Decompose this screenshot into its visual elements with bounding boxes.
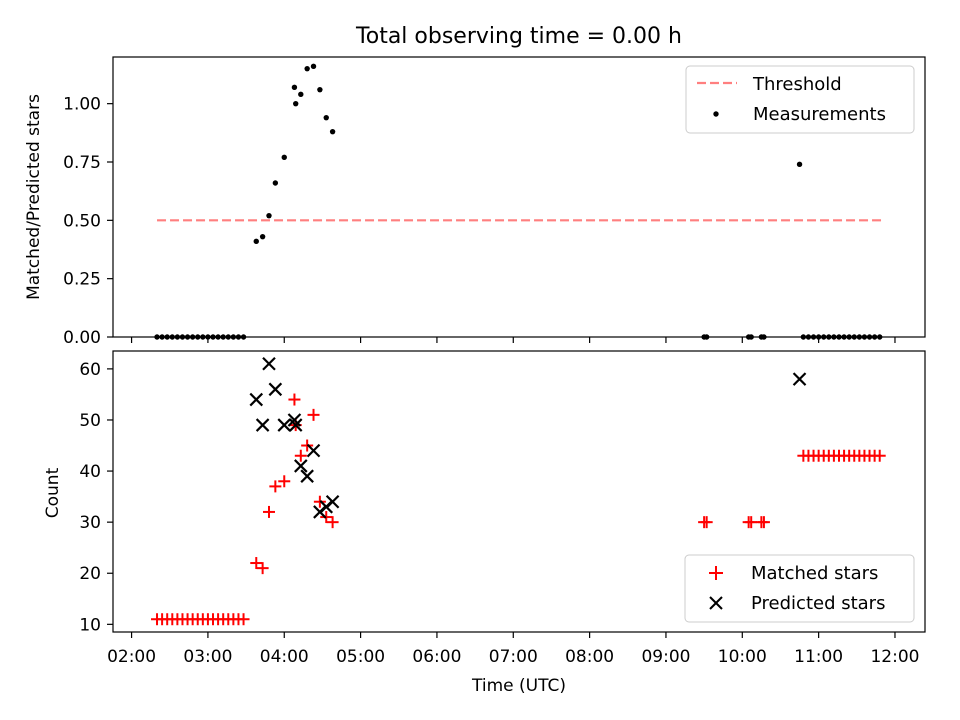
top-y-tick-label: 1.00	[63, 95, 101, 115]
measurement-point	[323, 114, 329, 121]
bottom-y-tick-label: 30	[79, 513, 101, 533]
matched-star-marker	[326, 516, 339, 529]
x-tick-label: 12:00	[870, 647, 919, 667]
predicted-star-marker	[792, 372, 807, 386]
legend-measurements-label: Measurements	[753, 104, 886, 125]
matched-star-marker	[288, 393, 301, 406]
x-tick-label: 07:00	[489, 647, 538, 667]
x-tick-label: 03:00	[183, 647, 232, 667]
predicted-star-marker	[255, 418, 270, 432]
matched-star-marker	[250, 557, 263, 570]
measurement-point	[329, 128, 336, 135]
chart-title: Total observing time = 0.00 h	[355, 24, 682, 49]
predicted-star-marker	[268, 382, 283, 397]
legend-matched-swatch	[709, 566, 723, 580]
predicted-star-marker	[288, 418, 303, 432]
predicted-star-marker	[262, 356, 276, 371]
x-axis-label: Time (UTC)	[471, 676, 566, 696]
measurement-point	[293, 100, 299, 107]
top-y-axis-label: Matched/Predicted stars	[24, 94, 44, 300]
matched-star-marker	[873, 449, 886, 462]
top-y-tick-label: 0.50	[63, 211, 101, 231]
bottom-axes-frame	[112, 350, 926, 633]
top-y-tick-label: 0.00	[63, 328, 101, 348]
predicted-star-marker	[249, 392, 264, 407]
x-tick-label: 08:00	[565, 647, 614, 667]
matched-star-marker	[269, 480, 282, 493]
x-tick-label: 09:00	[641, 647, 690, 667]
x-tick-label: 04:00	[260, 647, 309, 667]
predicted-star-marker	[294, 459, 308, 473]
predicted-star-marker	[277, 418, 292, 432]
measurement-point	[317, 86, 323, 93]
matched-star-marker	[237, 613, 250, 626]
x-tick-label: 05:00	[336, 647, 385, 667]
predicted-star-marker	[325, 494, 340, 509]
bottom-y-tick-label: 60	[79, 360, 101, 380]
predicted-star-marker	[287, 413, 302, 427]
measurement-point	[304, 65, 310, 72]
x-tick-label: 11:00	[794, 647, 843, 667]
matched-star-marker	[278, 475, 291, 488]
bottom-y-tick-label: 50	[79, 411, 101, 431]
bottom-y-tick-label: 20	[79, 564, 101, 584]
measurement-point	[281, 154, 287, 161]
legend-measurements-swatch	[713, 111, 719, 117]
matched-star-marker	[294, 449, 307, 462]
bottom-y-tick-label: 40	[79, 462, 101, 482]
legend-threshold-label: Threshold	[752, 74, 842, 95]
x-tick-label: 02:00	[107, 647, 156, 667]
matched-star-marker	[700, 516, 713, 529]
x-tick-label: 06:00	[412, 647, 461, 667]
bottom-panel: 10 20 30 40 50 60 02:00 03:00 04:00 05:00 06:00 07…	[43, 350, 926, 696]
bottom-y-tick-label: 10	[79, 615, 101, 635]
measurement-point	[298, 91, 304, 98]
measurement-point	[796, 161, 803, 168]
measurement-point	[310, 63, 317, 70]
measurement-point	[291, 84, 298, 91]
matched-star-marker	[262, 505, 275, 518]
measurement-point	[253, 238, 259, 245]
measurement-point	[259, 233, 266, 240]
legend-predicted-swatch	[709, 596, 723, 610]
matched-star-marker	[745, 516, 758, 529]
measurement-point	[266, 212, 272, 219]
matched-star-marker	[307, 408, 320, 421]
bottom-y-axis-label: Count	[43, 467, 63, 518]
top-y-tick-label: 0.25	[63, 270, 101, 290]
measurement-point	[272, 180, 279, 186]
top-legend: Threshold Measurements	[685, 65, 915, 134]
top-panel: 0.00 0.25 0.50 0.75 1.00 Matched/Predicted s…	[24, 56, 926, 348]
matched-star-marker	[757, 516, 770, 529]
legend-matched-label: Matched stars	[751, 563, 878, 584]
matched-star-marker	[256, 562, 269, 575]
top-axes-frame	[112, 56, 926, 338]
predicted-star-marker	[300, 469, 314, 483]
top-y-tick-label: 0.75	[63, 153, 101, 173]
x-tick-label: 10:00	[718, 647, 767, 667]
bottom-legend: Matched stars Predicted stars	[684, 554, 915, 623]
legend-predicted-label: Predicted stars	[751, 593, 885, 614]
predicted-star-marker	[306, 443, 321, 458]
